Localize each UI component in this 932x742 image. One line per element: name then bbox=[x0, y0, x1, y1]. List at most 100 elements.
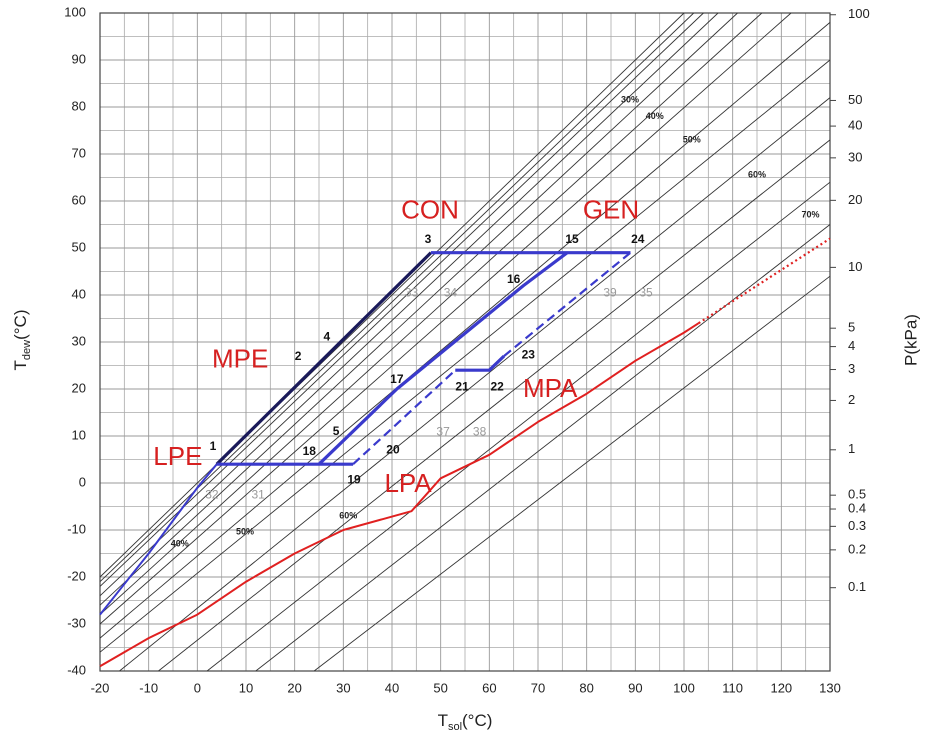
series-line bbox=[99, 12, 792, 625]
x-tick-label: 30 bbox=[336, 680, 350, 695]
x-tick-label: 50 bbox=[433, 680, 447, 695]
point-label: 18 bbox=[303, 444, 317, 458]
series-line bbox=[99, 12, 763, 615]
series-line bbox=[352, 369, 457, 466]
series-line bbox=[317, 251, 569, 466]
x-tick-label: 120 bbox=[770, 680, 792, 695]
x-axis-label-sub: sol bbox=[448, 721, 462, 733]
y-tick-label: -20 bbox=[67, 568, 86, 583]
series-line bbox=[99, 12, 738, 606]
y-axis-label-sub: dew bbox=[21, 340, 33, 360]
series-line bbox=[455, 354, 506, 372]
point-label: 15 bbox=[565, 232, 579, 246]
point-label: 2 bbox=[295, 349, 302, 363]
series-line bbox=[99, 463, 218, 616]
x-tick-label: 80 bbox=[579, 680, 593, 695]
y2-tick-label: 0.4 bbox=[848, 500, 866, 515]
ref-label: 33 bbox=[405, 285, 419, 299]
region-label: LPE bbox=[153, 441, 202, 471]
y-tick-label: -40 bbox=[67, 662, 86, 677]
series-line bbox=[99, 12, 685, 578]
ref-label: 32 bbox=[205, 487, 219, 501]
x-tick-label: -10 bbox=[139, 680, 158, 695]
region-label: CON bbox=[401, 195, 459, 225]
x-tick-label: 90 bbox=[628, 680, 642, 695]
point-label: 3 bbox=[425, 232, 432, 246]
y-tick-label: 30 bbox=[72, 333, 86, 348]
x-tick-label: 10 bbox=[239, 680, 253, 695]
series-line bbox=[215, 251, 433, 466]
pct-label: 50% bbox=[236, 526, 254, 536]
pct-label: 70% bbox=[802, 209, 820, 219]
series-line bbox=[255, 224, 831, 672]
series-line bbox=[99, 12, 719, 597]
x-tick-label: 70 bbox=[531, 680, 545, 695]
region-label: MPA bbox=[523, 373, 578, 403]
y2-axis-label: P(kPa) bbox=[901, 314, 920, 366]
series-line bbox=[698, 237, 831, 325]
y2-tick-label: 1 bbox=[848, 441, 855, 456]
series-line bbox=[99, 322, 700, 668]
x-tick-label: 20 bbox=[287, 680, 301, 695]
series-line bbox=[99, 59, 831, 653]
pct-label: 40% bbox=[646, 111, 664, 121]
pct-label: 60% bbox=[748, 170, 766, 180]
point-label: 24 bbox=[631, 232, 645, 246]
y2-tick-label: 4 bbox=[848, 338, 855, 353]
point-label: 23 bbox=[522, 347, 536, 361]
y-tick-label: 20 bbox=[72, 380, 86, 395]
point-label: 21 bbox=[455, 379, 469, 393]
ref-label: 38 bbox=[473, 424, 487, 438]
pct-label: 60% bbox=[339, 510, 357, 520]
pct-label: 30% bbox=[621, 94, 639, 104]
y2-tick-label: 20 bbox=[848, 192, 862, 207]
y2-tick-label: 2 bbox=[848, 392, 855, 407]
region-label: GEN bbox=[583, 195, 639, 225]
region-label: MPE bbox=[212, 344, 268, 374]
y-tick-label: 10 bbox=[72, 427, 86, 442]
y-tick-label: 0 bbox=[79, 474, 86, 489]
y-tick-label: 90 bbox=[72, 51, 86, 66]
y2-tick-label: 100 bbox=[848, 6, 870, 21]
y-tick-label: 100 bbox=[64, 4, 86, 19]
y-tick-label: 70 bbox=[72, 145, 86, 160]
y2-tick-label: 0.3 bbox=[848, 518, 866, 533]
y2-tick-label: 40 bbox=[848, 118, 862, 133]
point-label: 16 bbox=[507, 272, 521, 286]
x-tick-label: 0 bbox=[194, 680, 201, 695]
x-tick-label: 110 bbox=[722, 680, 743, 695]
pct-label: 50% bbox=[683, 134, 701, 144]
series-line bbox=[206, 181, 831, 672]
y-tick-label: 80 bbox=[72, 98, 86, 113]
y-axis-label-unit: (°C) bbox=[11, 310, 30, 340]
series-line bbox=[119, 97, 831, 672]
series-line bbox=[99, 12, 704, 587]
ref-label: 34 bbox=[444, 285, 458, 299]
y-tick-label: 50 bbox=[72, 239, 86, 254]
series-line bbox=[503, 251, 632, 357]
series-line bbox=[99, 22, 831, 639]
point-label: 20 bbox=[386, 442, 400, 456]
y2-tick-label: 30 bbox=[848, 149, 862, 164]
y-tick-label: 60 bbox=[72, 192, 86, 207]
y-axis-label: Tdew(°C) bbox=[11, 310, 32, 371]
point-label: 1 bbox=[210, 439, 217, 453]
y2-tick-label: 0.5 bbox=[848, 487, 866, 502]
y2-tick-label: 3 bbox=[848, 361, 855, 376]
ref-label: 31 bbox=[251, 487, 265, 501]
ref-label: 35 bbox=[639, 285, 653, 299]
x-axis-label-main: T bbox=[438, 711, 448, 730]
y-tick-label: 40 bbox=[72, 286, 86, 301]
point-label: 17 bbox=[390, 372, 404, 386]
point-label: 19 bbox=[347, 472, 361, 486]
ref-label: 37 bbox=[436, 424, 450, 438]
x-axis-label-unit: (°C) bbox=[462, 711, 492, 730]
region-label: LPA bbox=[384, 468, 432, 498]
y2-tick-label: 10 bbox=[848, 259, 862, 274]
x-tick-label: -20 bbox=[91, 680, 110, 695]
x-tick-label: 130 bbox=[819, 680, 841, 695]
y2-tick-label: 0.1 bbox=[848, 579, 866, 594]
series-line bbox=[158, 139, 831, 672]
